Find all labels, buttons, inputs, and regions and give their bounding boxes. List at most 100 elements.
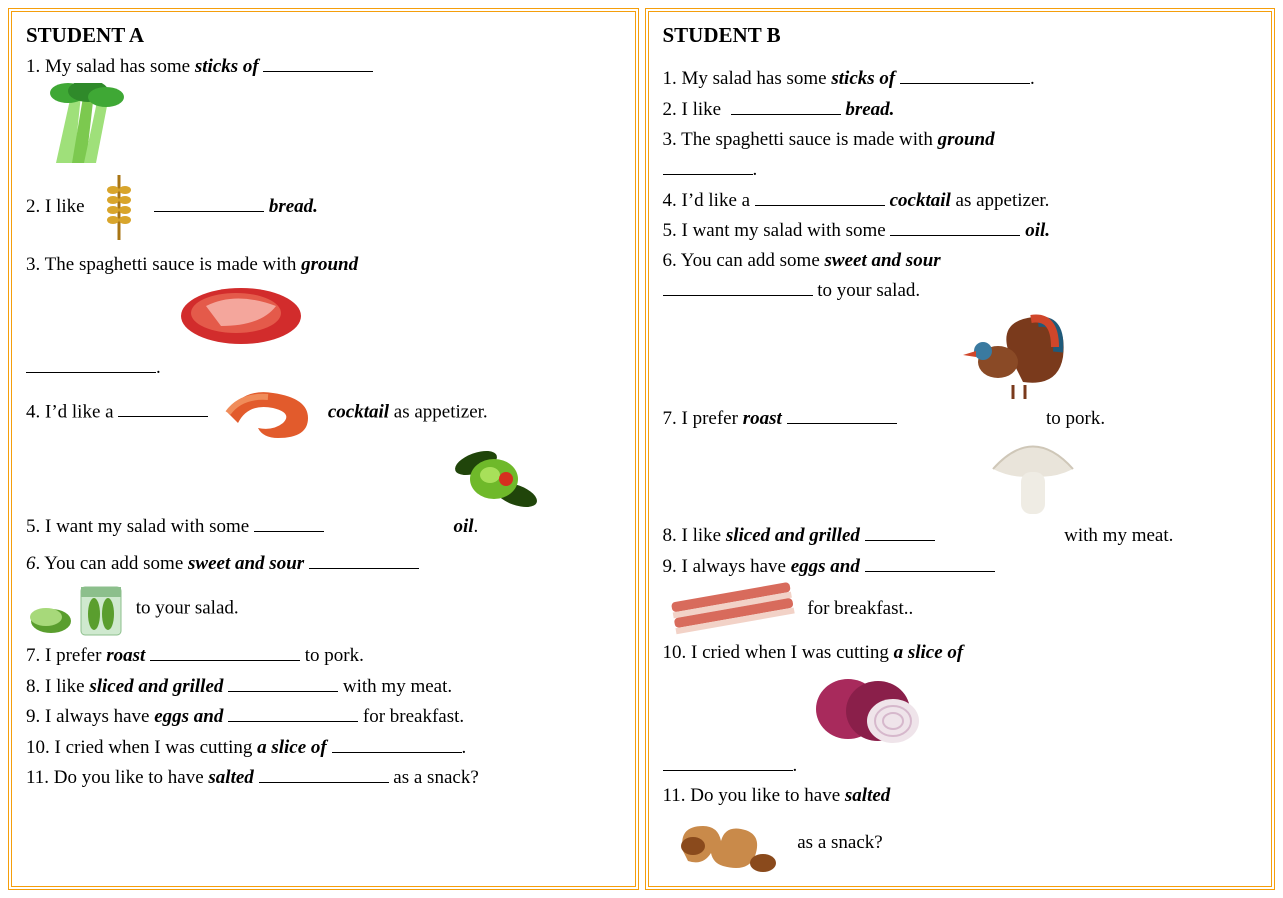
q-bold: ground: [938, 129, 995, 150]
a-q11: 11. Do you like to have salted as a snac…: [26, 763, 621, 792]
q-bold: sticks of: [195, 56, 264, 77]
blank[interactable]: [787, 404, 897, 424]
blank[interactable]: [890, 216, 1020, 236]
b-q10b: .: [663, 751, 1258, 780]
q-text: 6. You can add some: [663, 250, 825, 271]
blank[interactable]: [900, 64, 1030, 84]
a-q9: 9. I always have eggs and for breakfast.: [26, 702, 621, 731]
q-text: to your salad.: [813, 280, 921, 301]
blank[interactable]: [26, 353, 156, 373]
b-q8: 8. I like sliced and grilled with my mea…: [663, 521, 1258, 550]
q-text: 11. Do you like to have: [663, 785, 845, 806]
q-text2: for breakfast.: [358, 706, 464, 727]
olive-icon: [26, 445, 621, 510]
q-text: 7. I prefer: [663, 408, 743, 429]
q-text: 2. I like: [26, 196, 89, 217]
a-q1: 1. My salad has some sticks of: [26, 52, 621, 81]
q-bold: eggs and: [791, 556, 865, 577]
q-bold: oil.: [1020, 220, 1050, 241]
q-bold: salted: [208, 767, 258, 788]
blank[interactable]: [118, 397, 208, 417]
q-bold: ground: [301, 254, 358, 275]
blank[interactable]: [254, 512, 324, 532]
q-bold: sliced and grilled: [89, 676, 228, 697]
b-q10: 10. I cried when I was cutting a slice o…: [663, 639, 1258, 667]
a-q6: 6. You can add some sweet and sour: [26, 549, 621, 578]
pickles-row: to your salad.: [26, 579, 621, 639]
bacon-row: for breakfast..: [663, 582, 1258, 637]
q-text: 1. My salad has some: [26, 56, 195, 77]
blank[interactable]: [755, 186, 885, 206]
peanuts-icon: [663, 811, 793, 876]
q-text: 9. I always have: [26, 706, 154, 727]
blank[interactable]: [228, 672, 338, 692]
q-bold: sliced and grilled: [726, 525, 865, 546]
title-b: STUDENT B: [663, 20, 1258, 50]
blank[interactable]: [150, 641, 300, 661]
blank[interactable]: [865, 552, 995, 572]
b-q7: 7. I prefer roast to pork.: [663, 404, 1258, 433]
q-bold: sweet and sour: [188, 553, 309, 574]
q-text: 1. My salad has some: [663, 68, 832, 89]
q-bold: oil: [449, 516, 474, 537]
b-q5: 5. I want my salad with some oil.: [663, 216, 1258, 245]
b-q2: 2. I like bread.: [663, 95, 1258, 124]
q-text: 11. Do you like to have: [26, 767, 208, 788]
meat-icon: [26, 281, 621, 351]
q-text: 5. I want my salad with some: [26, 516, 254, 537]
q-bold: a slice of: [257, 737, 331, 758]
q-text: 3. The spaghetti sauce is made with: [26, 254, 301, 275]
q-bold: eggs and: [154, 706, 228, 727]
b-q1: 1. My salad has some sticks of .: [663, 64, 1258, 93]
b-q3b: .: [663, 155, 1258, 184]
blank[interactable]: [731, 95, 841, 115]
q-text: 7. I prefer: [26, 645, 106, 666]
onion-icon: [663, 669, 1258, 749]
blank[interactable]: [259, 763, 389, 783]
q-bold: cocktail: [885, 190, 951, 211]
wheat-icon: [89, 170, 149, 245]
panel-student-b: STUDENT B 1. My salad has some sticks of…: [645, 8, 1276, 890]
a-q10: 10. I cried when I was cutting a slice o…: [26, 733, 621, 762]
blank[interactable]: [865, 521, 935, 541]
q-text: 5. I want my salad with some: [663, 220, 891, 241]
blank[interactable]: [663, 276, 813, 296]
b-q6: 6. You can add some sweet and sour: [663, 247, 1258, 275]
q-text2: with my meat.: [1059, 525, 1173, 546]
b-q4: 4. I’d like a cocktail as appetizer.: [663, 186, 1258, 215]
blank[interactable]: [309, 549, 419, 569]
q-text: 2. I like: [663, 99, 726, 120]
a-q5: 5. I want my salad with some oil.: [26, 512, 621, 541]
a-q8: 8. I like sliced and grilled with my mea…: [26, 672, 621, 701]
q-text2: with my meat.: [338, 676, 452, 697]
blank[interactable]: [228, 702, 358, 722]
blank[interactable]: [663, 155, 753, 175]
q-bold: bread.: [264, 196, 318, 217]
blank[interactable]: [663, 751, 793, 771]
a-q7: 7. I prefer roast to pork.: [26, 641, 621, 670]
q-text: 4. I’d like a: [663, 190, 755, 211]
celery-icon: [26, 83, 621, 168]
blank[interactable]: [263, 52, 373, 72]
q-bold: roast: [106, 645, 150, 666]
b-q9: 9. I always have eggs and: [663, 552, 1258, 581]
q-text: as a snack?: [797, 832, 882, 853]
q-text: 3. The spaghetti sauce is made with: [663, 129, 938, 150]
b-q11: 11. Do you like to have salted: [663, 782, 1258, 810]
title-a: STUDENT A: [26, 20, 621, 50]
q-text2: to pork.: [300, 645, 364, 666]
q-text: 10. I cried when I was cutting: [26, 737, 257, 758]
a-q3: 3. The spaghetti sauce is made with grou…: [26, 251, 621, 279]
bacon-icon: [663, 582, 803, 637]
q-bold: sweet and sour: [825, 250, 941, 271]
q-bold: cocktail: [328, 401, 389, 422]
b-q3: 3. The spaghetti sauce is made with grou…: [663, 126, 1258, 154]
q-text2: as appetizer.: [389, 401, 488, 422]
peanuts-row: as a snack?: [663, 811, 1258, 876]
mushroom-icon: [663, 434, 1258, 519]
turkey-icon: [663, 307, 1258, 402]
blank[interactable]: [154, 192, 264, 212]
q-text: 8. I like: [26, 676, 89, 697]
a-q3b: .: [26, 353, 621, 382]
blank[interactable]: [332, 733, 462, 753]
